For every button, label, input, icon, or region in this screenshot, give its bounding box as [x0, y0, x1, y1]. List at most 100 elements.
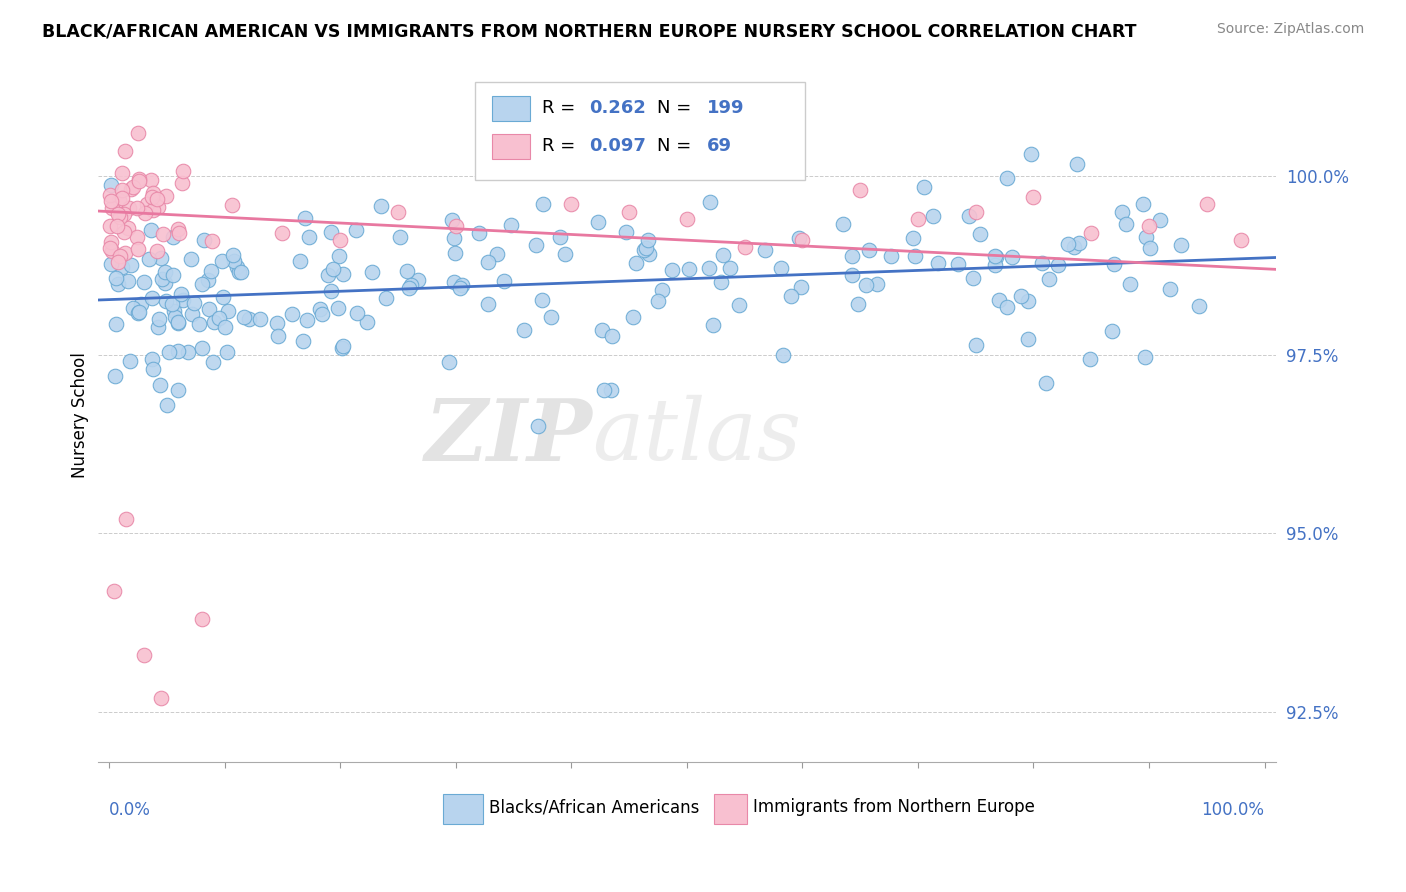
Point: [962, 270, 984, 285]
Point: [127, 242, 149, 256]
Point: [614, 225, 637, 239]
Point: [166, 384, 188, 398]
Point: [678, 262, 700, 277]
Point: [142, 362, 165, 376]
Point: [160, 297, 183, 311]
Point: [634, 241, 657, 255]
Point: [984, 250, 1007, 264]
Point: [190, 612, 212, 626]
Point: [1080, 226, 1102, 240]
Point: [128, 173, 150, 187]
Point: [754, 243, 776, 257]
Point: [617, 204, 640, 219]
Point: [107, 277, 129, 292]
Point: [321, 284, 343, 298]
Point: [637, 233, 659, 247]
Text: ZIP: ZIP: [425, 394, 592, 478]
Point: [110, 183, 132, 197]
Point: [152, 227, 174, 242]
Point: [443, 231, 465, 245]
Point: [1101, 324, 1123, 338]
Point: [202, 315, 225, 329]
Point: [651, 283, 673, 297]
Point: [107, 207, 129, 221]
Point: [187, 317, 209, 331]
Point: [401, 278, 423, 293]
Point: [153, 264, 176, 278]
Point: [111, 191, 134, 205]
Point: [221, 197, 243, 211]
Point: [177, 345, 200, 359]
Point: [138, 252, 160, 266]
Point: [153, 276, 176, 290]
Point: [172, 293, 194, 307]
Point: [267, 329, 290, 343]
Point: [912, 180, 935, 194]
Point: [1159, 282, 1181, 296]
Point: [165, 310, 187, 325]
Point: [198, 301, 221, 316]
Point: [127, 305, 149, 319]
Point: [104, 369, 127, 384]
FancyBboxPatch shape: [492, 134, 530, 159]
Point: [114, 246, 136, 260]
Point: [468, 226, 491, 240]
Point: [105, 271, 128, 285]
Point: [328, 301, 350, 316]
Point: [1230, 233, 1253, 247]
Point: [361, 265, 384, 279]
Point: [149, 251, 172, 265]
Point: [319, 225, 342, 239]
Point: [591, 323, 613, 337]
Point: [848, 296, 870, 310]
Point: [637, 247, 659, 261]
Point: [779, 289, 801, 303]
Point: [633, 244, 655, 258]
Point: [901, 231, 924, 245]
FancyBboxPatch shape: [475, 82, 804, 179]
Point: [600, 384, 623, 398]
Point: [1067, 236, 1090, 251]
Point: [222, 253, 245, 268]
Point: [1135, 230, 1157, 244]
Point: [1137, 219, 1160, 233]
Point: [1066, 156, 1088, 170]
Point: [1102, 257, 1125, 271]
Point: [477, 297, 499, 311]
Point: [527, 419, 550, 434]
Point: [120, 354, 142, 368]
Point: [141, 223, 163, 237]
Point: [344, 223, 367, 237]
Point: [148, 319, 170, 334]
Point: [697, 261, 720, 276]
Point: [449, 281, 471, 295]
Point: [180, 307, 202, 321]
Point: [1115, 217, 1137, 231]
Point: [152, 272, 174, 286]
Point: [288, 254, 311, 268]
Point: [166, 343, 188, 358]
Point: [202, 354, 225, 368]
FancyBboxPatch shape: [443, 794, 482, 824]
Point: [129, 297, 152, 311]
Point: [150, 690, 173, 705]
Point: [849, 183, 872, 197]
Point: [141, 173, 163, 187]
Point: [513, 323, 536, 337]
Point: [172, 163, 194, 178]
Point: [624, 255, 647, 269]
Point: [201, 234, 224, 248]
Point: [370, 199, 392, 213]
Point: [1111, 204, 1133, 219]
Point: [157, 345, 180, 359]
Point: [114, 144, 136, 158]
Point: [1022, 190, 1045, 204]
Point: [346, 306, 368, 320]
Point: [112, 225, 135, 239]
Point: [183, 296, 205, 310]
Point: [1035, 376, 1057, 391]
Point: [233, 310, 256, 324]
Point: [100, 235, 122, 249]
Point: [727, 298, 749, 312]
Point: [117, 220, 139, 235]
